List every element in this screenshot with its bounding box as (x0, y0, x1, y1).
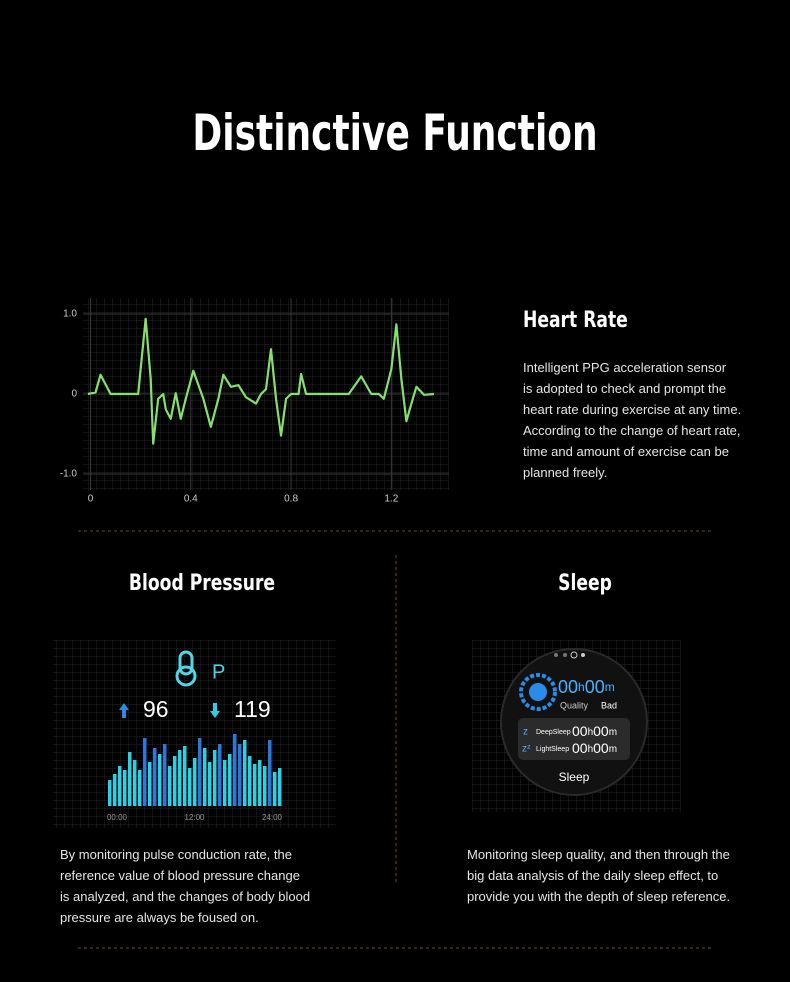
text-line: According to the change of heart rate, (523, 423, 741, 438)
text-line: is adopted to check and prompt the (523, 381, 726, 396)
bar (273, 772, 277, 806)
bar (198, 738, 202, 806)
bar (173, 756, 177, 806)
x-tick-label: 12:00 (184, 813, 205, 822)
text-line: is analyzed, and the changes of body blo… (60, 889, 310, 904)
light-duration: 00h00m (572, 740, 617, 756)
down-arrow (210, 703, 220, 718)
bar (158, 754, 162, 806)
deep-duration: 00h00m (572, 723, 617, 739)
text-line: reference value of blood pressure change (60, 868, 300, 883)
bp-icon-label: P (212, 661, 225, 683)
quality: Bad (601, 700, 617, 710)
hr-chart: 1.0 0 -1.0 0 0.4 0.8 1.2 (60, 298, 449, 505)
text-line: provide you with the depth of sleep refe… (467, 889, 730, 904)
text-line: Monitoring sleep quality, and then throu… (467, 847, 730, 862)
bar (233, 734, 237, 806)
text-line: planned freely. (523, 465, 607, 480)
z-icon: z (523, 727, 528, 738)
text-line: pressure are always be foused on. (60, 910, 259, 925)
moon (529, 683, 547, 701)
hr-text: Intelligent PPG acceleration sensor is ad… (523, 360, 741, 480)
bar (143, 738, 147, 806)
sleep-box (518, 718, 630, 760)
bar (268, 740, 272, 806)
thermo-icon (175, 650, 197, 687)
sleep-duration: 00h00m (558, 677, 615, 697)
bar (178, 750, 182, 806)
text-line: big data analysis of the daily sleep eff… (467, 868, 718, 883)
x-tick-label: 0.8 (284, 494, 298, 505)
sleep-heading: Sleep (558, 570, 612, 596)
bp-heading: Blood Pressure (129, 570, 275, 596)
bar (248, 756, 252, 806)
sleep-button: Sleep (559, 770, 590, 784)
bp-low: 119 (234, 696, 271, 722)
bar (113, 774, 117, 806)
bar (148, 762, 152, 806)
x-tick-label: 24:00 (262, 813, 283, 822)
bar (128, 752, 132, 806)
deep-label: DeepSleep (536, 729, 571, 736)
sleep-ring (519, 673, 557, 711)
x-tick-label: 0 (88, 494, 94, 505)
bar (218, 744, 222, 806)
bar (263, 766, 267, 806)
bar (188, 768, 192, 806)
bar (258, 760, 262, 806)
up-arrow (119, 703, 129, 718)
bar (193, 758, 197, 806)
bar (183, 746, 187, 806)
bar (223, 760, 227, 806)
bar (168, 766, 172, 806)
zz-icon: zᶻ (522, 744, 531, 755)
page-dots (554, 651, 585, 659)
bp-chart: 00:00 12:00 24:00 (107, 734, 283, 822)
y-tick-label: 1.0 (63, 309, 77, 320)
title: Distinctive Function (192, 105, 597, 162)
bar (228, 754, 232, 806)
quality-label: Quality (560, 700, 589, 710)
bar (153, 748, 157, 806)
text-line: By monitoring pulse conduction rate, the (60, 847, 292, 862)
x-tick-label: 0.4 (184, 494, 198, 505)
bar (253, 764, 257, 806)
text-line: Intelligent PPG acceleration sensor (523, 360, 727, 375)
bar (133, 760, 137, 806)
bar (118, 766, 122, 806)
x-tick-label: 00:00 (107, 813, 128, 822)
bar (278, 768, 282, 806)
x-tick-label: 1.2 (384, 494, 398, 505)
bp-high: 96 (143, 696, 169, 722)
bar (123, 770, 127, 806)
bar (138, 770, 142, 806)
y-tick-label: -1.0 (60, 469, 78, 480)
text-line: time and amount of exercise can be (523, 444, 729, 459)
heart-line (87, 317, 435, 445)
bar (238, 744, 242, 806)
bar (243, 740, 247, 806)
bar (203, 748, 207, 806)
sleep-text: Monitoring sleep quality, and then throu… (467, 847, 730, 904)
text-line: heart rate during exercise at any time. (523, 402, 741, 417)
bar (108, 780, 112, 806)
hr-heading: Heart Rate (523, 307, 628, 333)
bar (208, 762, 212, 806)
bp-text: By monitoring pulse conduction rate, the… (60, 847, 310, 925)
light-label: LightSleep (536, 746, 569, 753)
y-tick-label: 0 (71, 389, 77, 400)
bar (163, 744, 167, 806)
bar (213, 750, 217, 806)
